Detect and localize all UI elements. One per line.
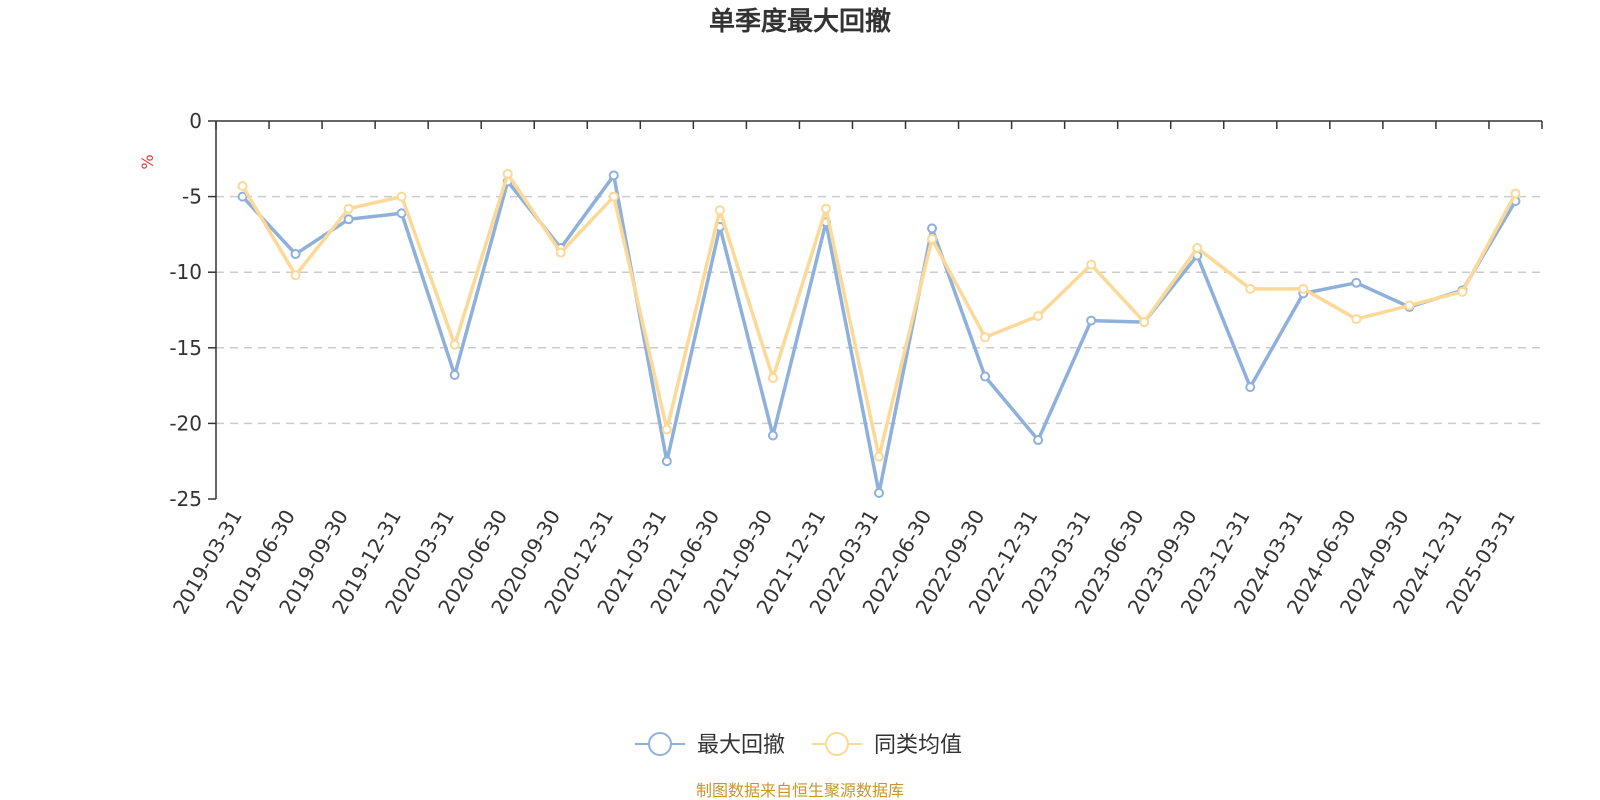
series-1 <box>237 170 1521 498</box>
data-point[interactable] <box>290 270 301 281</box>
data-point[interactable] <box>1033 435 1044 446</box>
data-point[interactable] <box>608 191 619 202</box>
data-point[interactable] <box>1510 188 1521 199</box>
data-point[interactable] <box>1298 283 1309 294</box>
data-point[interactable] <box>1086 315 1097 326</box>
data-point[interactable] <box>1245 382 1256 393</box>
series-2 <box>237 168 1521 462</box>
data-point[interactable] <box>290 249 301 260</box>
y-tick-label: 0 <box>189 109 202 133</box>
legend-marker-icon <box>825 732 849 756</box>
data-point[interactable] <box>343 214 354 225</box>
data-point[interactable] <box>874 487 884 498</box>
data-point[interactable] <box>767 373 778 384</box>
data-point[interactable] <box>1351 314 1362 325</box>
legend-item-2[interactable]: 同类均值 <box>812 732 962 758</box>
y-tick-label: -10 <box>169 260 202 284</box>
source-note: 制图数据来自恒生聚源数据库 <box>696 781 904 800</box>
data-point[interactable] <box>608 170 619 181</box>
axes <box>215 120 1542 499</box>
data-point[interactable] <box>555 247 566 258</box>
chart-title: 单季度最大回撤 <box>709 6 891 37</box>
data-point[interactable] <box>343 203 354 214</box>
data-point[interactable] <box>1033 311 1044 322</box>
data-point[interactable] <box>661 424 672 435</box>
data-point[interactable] <box>1192 243 1203 254</box>
data-point[interactable] <box>1086 259 1097 270</box>
y-tick-label: -5 <box>182 185 202 209</box>
data-point[interactable] <box>767 430 778 441</box>
series-line <box>241 173 1517 495</box>
data-point[interactable] <box>1245 283 1256 294</box>
data-point[interactable] <box>1351 277 1362 288</box>
data-point[interactable] <box>237 191 248 202</box>
data-point[interactable] <box>237 181 248 192</box>
y-tick-label: -25 <box>169 487 202 511</box>
legend-marker-icon <box>648 732 672 756</box>
data-point[interactable] <box>502 168 513 179</box>
y-tick-label: -20 <box>169 411 202 435</box>
data-point[interactable] <box>396 208 407 219</box>
data-point[interactable] <box>449 339 460 350</box>
data-point[interactable] <box>927 233 938 244</box>
data-point[interactable] <box>927 223 938 234</box>
data-point[interactable] <box>714 205 725 216</box>
legend[interactable]: 最大回撤 同类均值 <box>635 732 962 758</box>
data-point[interactable] <box>820 203 831 214</box>
data-point[interactable] <box>449 370 460 381</box>
data-point[interactable] <box>1404 300 1415 311</box>
data-point[interactable] <box>396 191 407 202</box>
legend-item-1[interactable]: 最大回撤 <box>635 732 785 758</box>
legend-label: 同类均值 <box>874 733 962 758</box>
y-axis-ticks: 0 -5 -10 -15 -20 -25 <box>169 109 216 511</box>
y-axis-unit: % <box>138 154 157 169</box>
data-point[interactable] <box>874 451 884 462</box>
data-point[interactable] <box>661 456 672 467</box>
legend-label: 最大回撤 <box>697 733 785 758</box>
data-point[interactable] <box>1139 317 1150 328</box>
grid-lines <box>216 195 1542 425</box>
data-point[interactable] <box>980 332 991 343</box>
data-point[interactable] <box>1457 286 1468 297</box>
data-point[interactable] <box>980 371 991 382</box>
series-layer <box>237 168 1521 498</box>
y-tick-label: -15 <box>169 336 202 360</box>
